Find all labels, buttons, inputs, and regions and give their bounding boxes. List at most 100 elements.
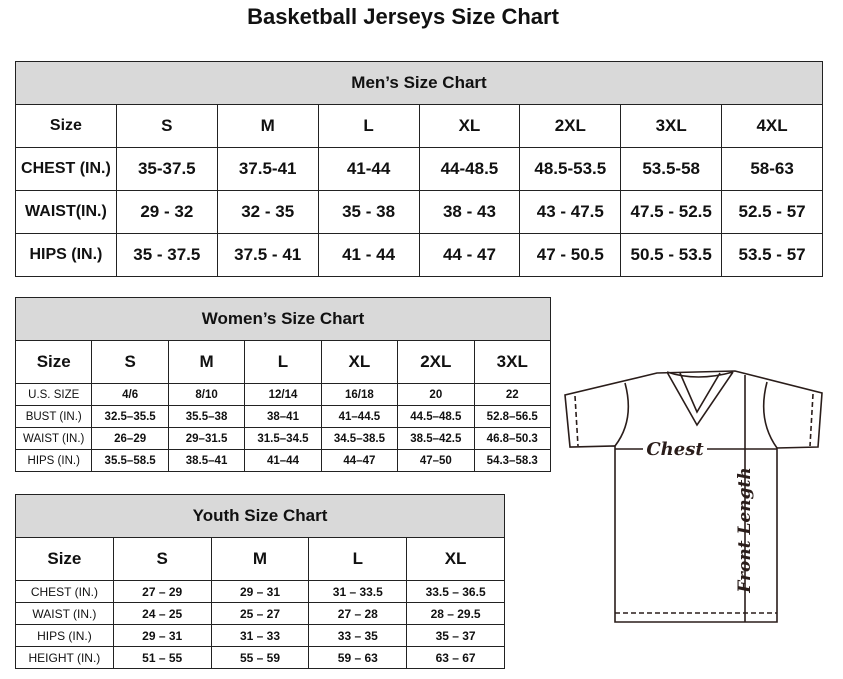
table-cell: 53.5-58 <box>620 147 723 191</box>
header-cell: 4XL <box>721 104 823 148</box>
header-cell: S <box>91 340 169 384</box>
header-cell: 3XL <box>620 104 723 148</box>
header-cell: S <box>112 537 212 581</box>
table-cell: 12/14 <box>244 383 322 406</box>
table-cell: 33 – 35 <box>308 624 408 647</box>
header-cell: L <box>317 104 420 148</box>
table-cell: 44-48.5 <box>418 147 521 191</box>
row-label: CHEST (IN.) <box>15 147 117 191</box>
table-row: WAIST (IN.) 24 – 25 25 – 27 27 – 28 28 – 29.… <box>15 602 505 625</box>
table-cell: 47.5 - 52.5 <box>620 190 723 234</box>
header-cell: Size <box>15 104 117 148</box>
table-cell: 55 – 59 <box>210 646 310 669</box>
table-row: WAIST (IN.) 26–29 29–31.5 31.5–34.5 34.5–38.… <box>14 427 552 450</box>
table-cell: 34.5–38.5 <box>320 427 399 450</box>
row-label: HIPS (IN.) <box>15 233 117 277</box>
table-cell: 50.5 - 53.5 <box>620 233 723 277</box>
table-row: WAIST(IN.) 29 - 32 32 - 35 35 - 38 38 - 43 43… <box>15 190 823 234</box>
table-cell: 35 - 37.5 <box>115 233 218 277</box>
table-cell: 25 – 27 <box>210 602 310 625</box>
table-cell: 52.8–56.5 <box>473 405 552 428</box>
row-label: HIPS (IN.) <box>14 449 93 472</box>
table-cell: 63 – 67 <box>406 646 505 669</box>
table-cell: 35 - 38 <box>317 190 420 234</box>
table-row: U.S. SIZE 4/6 8/10 12/14 16/18 20 22 <box>14 383 552 406</box>
table-cell: 35.5–58.5 <box>91 449 169 472</box>
header-cell: Size <box>14 340 93 384</box>
table-title: Men’s Size Chart <box>15 61 823 105</box>
front-length-label: Front Length <box>735 467 755 593</box>
table-cell: 32 - 35 <box>216 190 319 234</box>
table-cell: 37.5-41 <box>216 147 319 191</box>
table-row: Size S M L XL <box>15 537 505 581</box>
table-cell: 27 – 29 <box>112 580 212 603</box>
table-cell: 31 – 33.5 <box>308 580 408 603</box>
table-row: HEIGHT (IN.) 51 – 55 55 – 59 59 – 63 63 – 67 <box>15 646 505 669</box>
table-row: Size S M L XL 2XL 3XL 4XL <box>15 104 823 148</box>
jersey-outline <box>564 370 823 623</box>
table-cell: 46.8–50.3 <box>473 427 552 450</box>
row-label: WAIST (IN.) <box>15 602 114 625</box>
header-cell: M <box>210 537 310 581</box>
table-row: CHEST (IN.) 27 – 29 29 – 31 31 – 33.5 33.5 –… <box>15 580 505 603</box>
table-cell: 41 - 44 <box>317 233 420 277</box>
page-title: Basketball Jerseys Size Chart <box>247 4 559 29</box>
table-cell: 22 <box>473 383 552 406</box>
table-row: HIPS (IN.) 29 – 31 31 – 33 33 – 35 35 – 37 <box>15 624 505 647</box>
table-cell: 26–29 <box>91 427 169 450</box>
table-row: Size S M L XL 2XL 3XL <box>14 340 552 384</box>
table-title: Women’s Size Chart <box>15 297 551 341</box>
table-cell: 4/6 <box>91 383 169 406</box>
table-cell: 29 - 32 <box>115 190 218 234</box>
header-cell: L <box>244 340 322 384</box>
table-row: HIPS (IN.) 35 - 37.5 37.5 - 41 41 - 44 44 - … <box>15 233 823 277</box>
table-cell: 29–31.5 <box>167 427 246 450</box>
youth-size-table: Youth Size Chart Size S M L XL CHEST (IN.) 27… <box>15 494 505 669</box>
table-cell: 44.5–48.5 <box>397 405 475 428</box>
table-row: BUST (IN.) 32.5–35.5 35.5–38 38–41 41–44.5 44… <box>14 405 552 428</box>
row-label: WAIST (IN.) <box>14 427 93 450</box>
table-cell: 38–41 <box>244 405 322 428</box>
header-cell: 3XL <box>473 340 552 384</box>
header-cell: 2XL <box>397 340 475 384</box>
table-cell: 27 – 28 <box>308 602 408 625</box>
jersey-diagram: Chest Front Length <box>564 370 823 623</box>
table-cell: 38.5–42.5 <box>397 427 475 450</box>
table-cell: 38 - 43 <box>418 190 521 234</box>
table-cell: 59 – 63 <box>308 646 408 669</box>
mens-size-table: Men’s Size Chart Size S M L XL 2XL 3XL 4XL CHES… <box>15 61 823 277</box>
table-cell: 29 – 31 <box>210 580 310 603</box>
header-cell: XL <box>406 537 505 581</box>
table-cell: 51 – 55 <box>112 646 212 669</box>
table-row: CHEST (IN.) 35-37.5 37.5-41 41-44 44-48.5 48.… <box>15 147 823 191</box>
row-label: WAIST(IN.) <box>15 190 117 234</box>
table-cell: 32.5–35.5 <box>91 405 169 428</box>
table-cell: 44–47 <box>320 449 399 472</box>
womens-size-table: Women’s Size Chart Size S M L XL 2XL 3XL U.S. … <box>14 297 552 472</box>
table-cell: 48.5-53.5 <box>519 147 622 191</box>
table-cell: 8/10 <box>167 383 246 406</box>
header-cell: 2XL <box>519 104 622 148</box>
table-cell: 35-37.5 <box>115 147 218 191</box>
table-cell: 16/18 <box>320 383 399 406</box>
header-cell: M <box>216 104 319 148</box>
row-label: CHEST (IN.) <box>15 580 114 603</box>
table-cell: 54.3–58.3 <box>473 449 552 472</box>
header-cell: XL <box>418 104 521 148</box>
table-cell: 28 – 29.5 <box>406 602 505 625</box>
table-cell: 35 – 37 <box>406 624 505 647</box>
header-cell: M <box>167 340 246 384</box>
row-label: U.S. SIZE <box>14 383 93 406</box>
header-cell: Size <box>15 537 114 581</box>
table-cell: 37.5 - 41 <box>216 233 319 277</box>
chest-label: Chest <box>646 439 704 460</box>
table-cell: 52.5 - 57 <box>721 190 823 234</box>
table-cell: 41–44.5 <box>320 405 399 428</box>
table-cell: 47 - 50.5 <box>519 233 622 277</box>
header-cell: XL <box>320 340 399 384</box>
table-cell: 41-44 <box>317 147 420 191</box>
table-cell: 33.5 – 36.5 <box>406 580 505 603</box>
table-title: Youth Size Chart <box>15 494 505 538</box>
table-cell: 20 <box>397 383 475 406</box>
table-cell: 31 – 33 <box>210 624 310 647</box>
